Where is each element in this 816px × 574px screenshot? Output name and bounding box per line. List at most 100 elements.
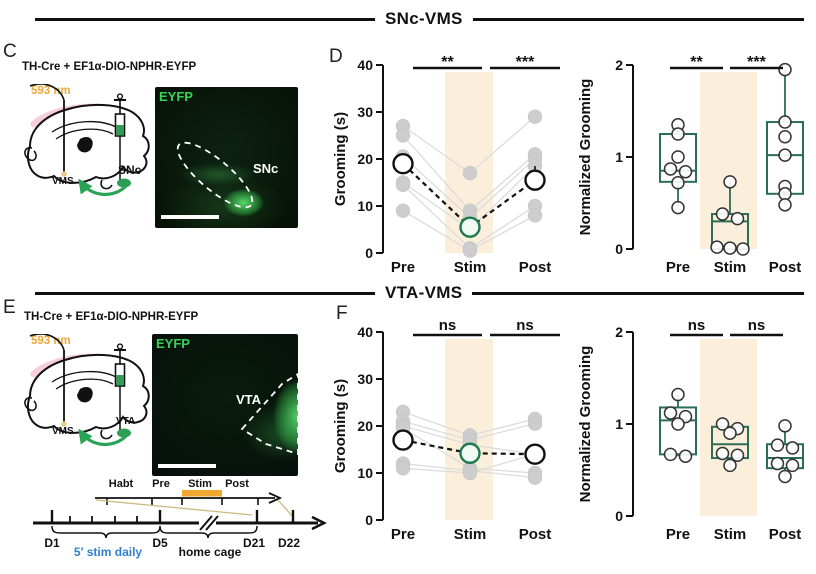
svg-text:**: ** <box>690 54 703 71</box>
fiber-tip-dot <box>61 421 67 427</box>
snc-label: SNc <box>118 163 142 177</box>
x-category-labels: Pre Stim Post <box>391 526 551 543</box>
svg-text:Post: Post <box>519 259 552 276</box>
axis-break <box>199 515 219 531</box>
mean-points <box>392 152 546 238</box>
corpus-callosum-inner <box>55 378 114 390</box>
svg-text:Post: Post <box>519 526 552 543</box>
section-header-snc-vms: SNc-VMS <box>35 9 804 29</box>
funnel-line-right <box>277 499 295 519</box>
vta-region-label: VTA <box>236 392 262 407</box>
corpus-callosum-outer <box>51 120 119 133</box>
box-plots <box>659 62 804 256</box>
significance-annotations: ** *** <box>670 54 783 71</box>
svg-text:Stim: Stim <box>454 259 487 276</box>
chart-normalized-grooming-snc: 0 1 2 Normalized Grooming Pre Stim Post ** *** <box>577 54 804 276</box>
micrograph-snc: EYFP SNc <box>155 87 298 228</box>
fiber-cable <box>29 334 65 351</box>
snc-region-outline <box>176 141 254 209</box>
svg-text:Post: Post <box>769 526 802 543</box>
mean-points <box>392 429 546 465</box>
vms-label: VMS <box>52 426 74 437</box>
panel-label-e: E <box>3 297 16 318</box>
major-day-ticks <box>50 510 295 524</box>
corpus-callosum-outer <box>51 370 119 383</box>
syringe-icon <box>114 93 126 180</box>
eyfp-tag: EYFP <box>159 89 193 104</box>
phase-pre: Pre <box>152 478 170 490</box>
svg-text:ns: ns <box>516 317 534 334</box>
phase-stim: Stim <box>188 478 212 490</box>
x-category-labels: Pre Stim Post <box>666 526 801 543</box>
fiber-tip-dot <box>61 171 67 177</box>
svg-text:Post: Post <box>769 259 802 276</box>
micrograph-snc-overlay <box>176 141 254 209</box>
micrograph-vta-overlay <box>240 372 298 455</box>
day-d1: D1 <box>44 536 60 550</box>
svg-text:Stim: Stim <box>714 526 747 543</box>
svg-text:20: 20 <box>357 418 373 434</box>
y-axis-label: Normalized Grooming <box>577 79 594 236</box>
day-d5: D5 <box>152 536 168 550</box>
syringe-icon <box>114 343 126 430</box>
funnel-line-left <box>95 499 253 516</box>
y-axis-label: Grooming (s) <box>332 379 349 473</box>
experiment-timeline: Habt Pre Stim Post D1 D5 D21 <box>33 478 327 559</box>
svg-text:Pre: Pre <box>666 526 690 543</box>
svg-text:Pre: Pre <box>666 259 690 276</box>
svg-text:Stim: Stim <box>714 259 747 276</box>
injection-site-blob <box>117 428 131 438</box>
panel-label-d: D <box>329 46 343 67</box>
svg-text:1: 1 <box>615 416 623 432</box>
phase-post: Post <box>225 478 249 490</box>
phase-habt: Habt <box>109 478 134 490</box>
y-axis: 0 10 20 30 40 <box>357 57 384 261</box>
micrograph-vta: EYFP VTA <box>152 334 298 476</box>
homecage-days-brace <box>159 525 258 539</box>
eyfp-tag: EYFP <box>156 336 190 351</box>
header-rule-left <box>35 17 375 21</box>
brain-schematic-vta: VMS VTA <box>24 334 150 446</box>
day-d22: D22 <box>278 536 300 550</box>
svg-text:10: 10 <box>357 198 373 214</box>
svg-text:0: 0 <box>615 241 623 257</box>
header-rule-left <box>35 291 375 295</box>
vms-label: VMS <box>52 176 74 187</box>
chart-normalized-grooming-vta: 0 1 2 Normalized Grooming Pre Stim Post ns ns <box>577 317 804 543</box>
snc-region-label: SNc <box>253 161 279 176</box>
stim-days-brace <box>51 525 161 539</box>
stim-daily-caption: 5' stim daily <box>74 545 143 559</box>
header-rule-right <box>472 291 804 295</box>
y-axis: 0 1 2 <box>615 324 634 524</box>
y-axis: 0 1 2 <box>615 57 634 257</box>
thalamus-blob <box>77 386 93 403</box>
injection-site-blob <box>117 178 131 188</box>
cerebellum-curl <box>100 429 113 440</box>
svg-text:30: 30 <box>357 371 373 387</box>
svg-text:1: 1 <box>615 149 623 165</box>
corpus-callosum-inner <box>55 128 114 140</box>
svg-text:***: *** <box>516 54 535 71</box>
significance-annotations: ns ns <box>670 317 783 337</box>
session-arrowhead <box>268 492 283 504</box>
mean-line <box>402 439 536 456</box>
y-axis-label: Grooming (s) <box>332 112 349 206</box>
days-arrowhead <box>311 515 327 531</box>
vta-label: VTA <box>116 416 135 427</box>
svg-text:Pre: Pre <box>391 526 415 543</box>
projection-arrow <box>78 178 128 196</box>
subject-points <box>395 404 543 485</box>
significance-annotations: ** *** <box>413 54 560 71</box>
panel-label-f: F <box>336 303 348 324</box>
box-plots <box>659 387 804 484</box>
minor-day-ticks <box>69 516 138 524</box>
svg-text:ns: ns <box>688 317 706 334</box>
homecage-caption: home cage <box>179 545 242 559</box>
svg-text:20: 20 <box>357 151 373 167</box>
svg-text:2: 2 <box>615 57 623 73</box>
brain-schematic-snc: VMS SNc <box>24 84 150 196</box>
svg-text:10: 10 <box>357 465 373 481</box>
construct-title-vta: TH-Cre + EF1α-DIO-NPHR-EYFP <box>24 311 199 323</box>
significance-annotations: ns ns <box>413 317 560 337</box>
